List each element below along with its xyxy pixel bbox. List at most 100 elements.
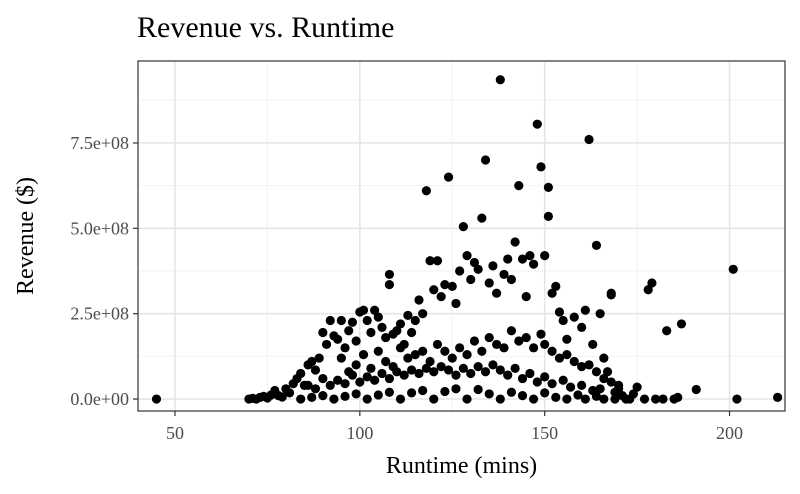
data-point <box>499 343 509 353</box>
data-point <box>569 356 579 367</box>
data-point <box>347 317 358 327</box>
y-axis-title: Revenue ($) <box>13 177 39 295</box>
data-point <box>381 356 391 367</box>
data-point <box>351 389 361 399</box>
data-point <box>536 329 546 339</box>
data-point <box>351 360 361 370</box>
data-point <box>488 261 498 271</box>
data-point <box>466 368 476 379</box>
data-point <box>554 353 565 363</box>
data-point <box>455 266 465 276</box>
data-point <box>547 288 557 298</box>
data-point <box>532 119 542 129</box>
data-point <box>451 298 461 309</box>
data-point <box>488 360 498 370</box>
data-point <box>366 363 376 373</box>
x-axis-title: Runtime (mins) <box>386 453 537 479</box>
data-point <box>584 134 594 145</box>
data-point <box>318 373 328 384</box>
x-tick-label: 150 <box>531 423 558 443</box>
data-point <box>307 356 317 367</box>
data-point <box>392 326 402 336</box>
data-point <box>477 213 487 223</box>
data-point <box>595 384 605 394</box>
data-point <box>492 339 502 350</box>
data-points <box>151 75 783 404</box>
data-point <box>462 350 472 360</box>
data-point <box>296 368 306 379</box>
data-point <box>473 362 483 372</box>
data-point <box>399 370 409 380</box>
data-point <box>562 350 572 360</box>
data-point <box>565 382 576 392</box>
data-point <box>562 334 572 344</box>
data-point <box>662 326 672 336</box>
data-point <box>540 251 550 261</box>
data-point <box>370 375 380 385</box>
data-point <box>351 336 361 346</box>
data-point <box>602 367 613 377</box>
data-point <box>340 391 350 401</box>
data-point <box>392 367 402 377</box>
data-point <box>732 394 742 404</box>
data-point <box>355 377 365 387</box>
data-point <box>525 251 535 261</box>
data-point <box>432 339 443 350</box>
data-point <box>443 172 454 182</box>
data-point <box>558 375 568 385</box>
data-point <box>610 394 620 404</box>
data-point <box>336 353 346 363</box>
data-point <box>584 360 594 370</box>
data-point <box>366 327 376 338</box>
data-point <box>466 274 476 285</box>
data-point <box>510 363 520 373</box>
data-point <box>325 315 335 326</box>
data-point <box>606 288 616 298</box>
x-tick-label: 50 <box>166 423 184 443</box>
data-point <box>406 327 417 338</box>
data-point <box>307 392 317 402</box>
x-tick-label: 100 <box>346 423 373 443</box>
data-point <box>528 394 539 404</box>
data-point <box>418 346 428 356</box>
data-point <box>443 365 454 375</box>
data-point <box>429 394 439 404</box>
data-point <box>277 392 287 402</box>
data-point <box>469 257 480 268</box>
data-point <box>691 384 701 395</box>
data-point <box>477 346 487 356</box>
data-point <box>588 339 598 350</box>
data-point <box>484 389 494 399</box>
data-point <box>151 394 162 404</box>
data-point <box>506 387 517 397</box>
data-point <box>303 380 313 390</box>
data-point <box>440 346 450 356</box>
data-point <box>547 346 557 356</box>
data-point <box>373 312 383 322</box>
data-point <box>480 155 491 165</box>
data-point <box>551 281 561 291</box>
data-point <box>458 363 468 373</box>
data-point <box>384 387 395 397</box>
data-point <box>506 274 517 285</box>
data-point <box>462 251 472 261</box>
data-point <box>480 367 491 377</box>
data-point <box>658 394 668 404</box>
data-point <box>643 285 653 295</box>
data-point <box>318 391 328 401</box>
data-point <box>577 380 587 390</box>
data-point <box>451 384 461 394</box>
data-point <box>573 390 583 400</box>
data-point <box>395 319 406 329</box>
data-point <box>333 375 343 385</box>
data-point <box>514 181 524 191</box>
data-point <box>580 305 590 315</box>
y-tick-label: 2.5e+08 <box>70 304 129 324</box>
data-point <box>503 370 513 380</box>
data-point <box>495 75 505 85</box>
data-point <box>381 332 391 343</box>
data-point <box>340 379 350 389</box>
data-point <box>432 256 443 266</box>
data-point <box>554 307 565 317</box>
data-point <box>532 377 542 387</box>
